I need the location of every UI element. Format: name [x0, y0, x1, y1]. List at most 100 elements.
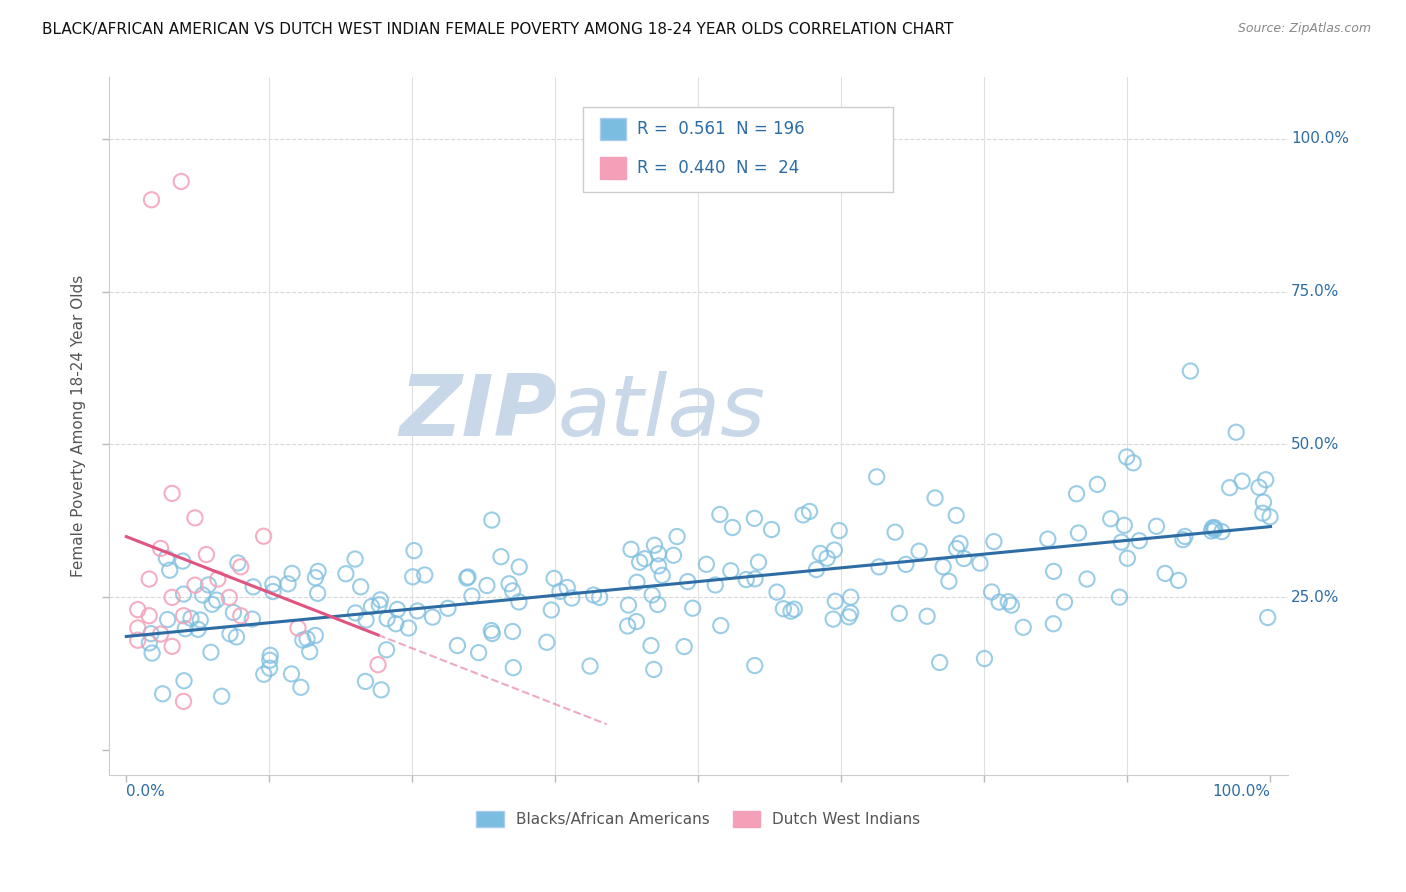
- Point: [461, 589, 484, 603]
- Point: [481, 626, 503, 640]
- Point: [335, 566, 357, 581]
- Point: [932, 559, 955, 574]
- Point: [1251, 506, 1274, 520]
- Text: 100.0%: 100.0%: [1212, 784, 1271, 799]
- Point: [1211, 524, 1233, 539]
- Point: [467, 646, 489, 660]
- Point: [808, 546, 831, 560]
- Point: [540, 603, 562, 617]
- Point: [792, 508, 814, 522]
- Point: [229, 559, 252, 574]
- Point: [735, 573, 758, 587]
- Point: [561, 591, 583, 605]
- Point: [641, 588, 664, 602]
- Point: [456, 571, 478, 585]
- Point: [695, 558, 717, 572]
- Point: [173, 694, 195, 708]
- Point: [1012, 620, 1035, 634]
- Point: [1225, 425, 1247, 440]
- Point: [298, 645, 321, 659]
- Point: [402, 570, 425, 584]
- Point: [1247, 480, 1270, 494]
- Point: [200, 645, 222, 659]
- Y-axis label: Female Poverty Among 18-24 Year Olds: Female Poverty Among 18-24 Year Olds: [72, 275, 86, 577]
- Point: [184, 511, 207, 525]
- Point: [229, 608, 252, 623]
- Point: [1099, 512, 1122, 526]
- Point: [344, 606, 367, 620]
- Point: [1174, 529, 1197, 543]
- Point: [555, 581, 578, 595]
- Point: [1154, 566, 1177, 581]
- Point: [172, 554, 194, 568]
- Point: [160, 640, 183, 654]
- Point: [799, 504, 821, 518]
- Point: [1036, 532, 1059, 546]
- Point: [240, 612, 263, 626]
- Point: [710, 618, 733, 632]
- Point: [191, 588, 214, 602]
- Point: [884, 525, 907, 540]
- Point: [643, 538, 665, 552]
- Point: [173, 608, 195, 623]
- Point: [1128, 533, 1150, 548]
- Point: [823, 612, 845, 626]
- Point: [953, 551, 976, 566]
- Point: [908, 544, 931, 558]
- Point: [1253, 495, 1275, 509]
- Point: [1076, 572, 1098, 586]
- Point: [666, 530, 689, 544]
- Text: 100.0%: 100.0%: [1291, 131, 1350, 146]
- Point: [915, 609, 938, 624]
- Point: [413, 568, 436, 582]
- Point: [139, 626, 162, 640]
- Point: [187, 622, 209, 636]
- Point: [360, 599, 382, 614]
- Point: [502, 661, 524, 675]
- Point: [262, 584, 284, 599]
- Point: [1258, 509, 1281, 524]
- Point: [640, 639, 662, 653]
- Point: [173, 673, 195, 688]
- Point: [744, 658, 766, 673]
- Point: [502, 624, 524, 639]
- Point: [422, 610, 444, 624]
- Point: [141, 193, 163, 207]
- Point: [662, 548, 685, 562]
- Point: [828, 524, 851, 538]
- Point: [1204, 523, 1226, 537]
- Point: [225, 630, 247, 644]
- Point: [156, 613, 179, 627]
- Point: [152, 687, 174, 701]
- Point: [1000, 598, 1022, 612]
- Point: [242, 580, 264, 594]
- Point: [866, 470, 889, 484]
- Point: [1115, 450, 1137, 464]
- Point: [945, 541, 967, 556]
- Point: [651, 568, 673, 582]
- Text: 50.0%: 50.0%: [1291, 437, 1340, 452]
- Point: [259, 661, 281, 675]
- Point: [1042, 616, 1064, 631]
- Point: [277, 577, 299, 591]
- Point: [475, 578, 498, 592]
- Point: [889, 607, 911, 621]
- Point: [894, 558, 917, 572]
- Point: [290, 681, 312, 695]
- Point: [1230, 474, 1253, 488]
- Point: [824, 594, 846, 608]
- Point: [367, 657, 389, 672]
- Point: [160, 591, 183, 605]
- Point: [1053, 595, 1076, 609]
- Point: [1219, 481, 1241, 495]
- Point: [159, 563, 181, 577]
- Point: [387, 602, 409, 616]
- Point: [938, 574, 960, 589]
- Point: [772, 601, 794, 615]
- Point: [344, 552, 367, 566]
- Point: [188, 613, 211, 627]
- Point: [385, 616, 408, 631]
- Point: [643, 662, 665, 676]
- Point: [783, 602, 806, 616]
- Point: [988, 595, 1011, 609]
